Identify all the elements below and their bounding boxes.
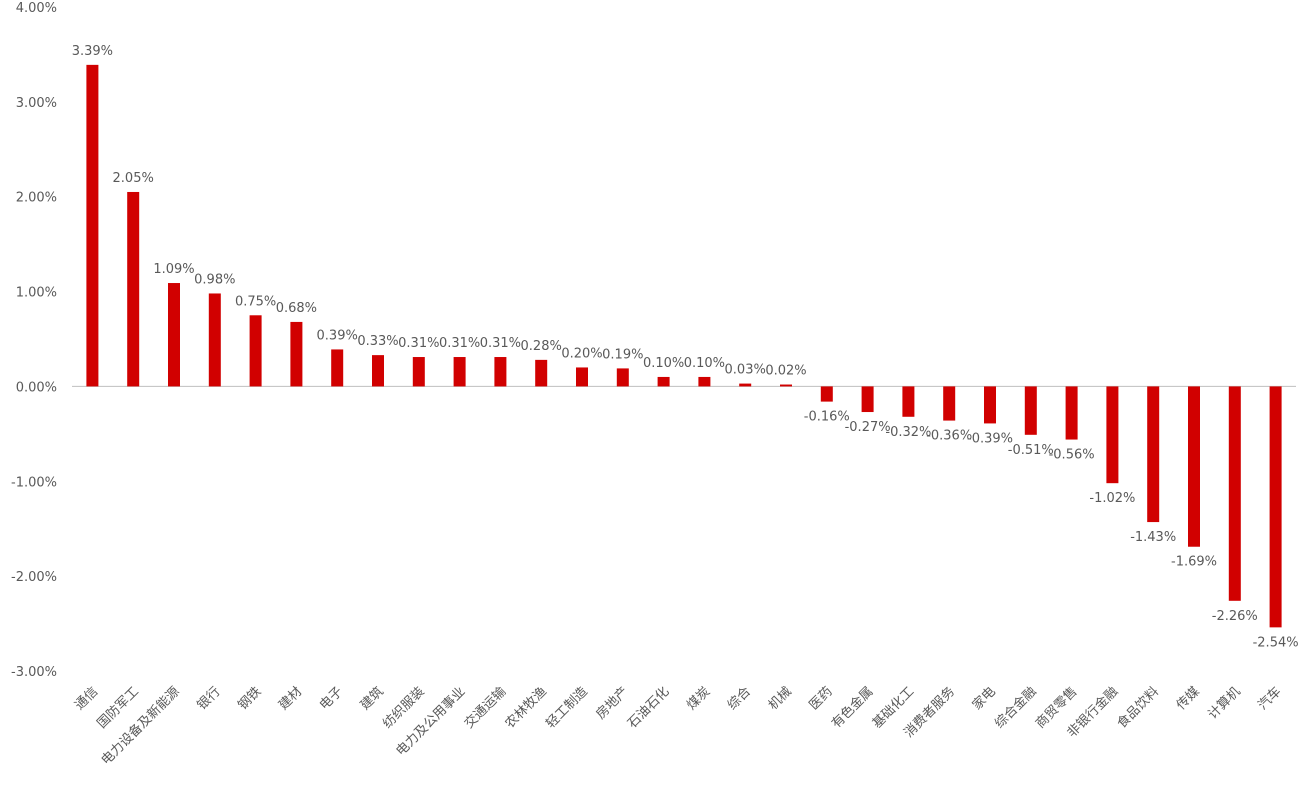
data-label: 0.03% [725, 363, 766, 378]
data-label: -0.56% [1049, 448, 1095, 463]
x-tick-label: 计算机 [1205, 684, 1243, 722]
data-label: 2.05% [113, 171, 154, 186]
x-tick-label: 有色金属 [828, 684, 876, 732]
data-label: -2.26% [1212, 609, 1258, 624]
bar [657, 376, 670, 387]
x-tick-label: 电子 [317, 684, 346, 713]
x-tick-label: 建筑 [357, 684, 387, 714]
bar [861, 386, 874, 413]
data-label: 0.28% [521, 339, 562, 354]
data-label: -1.69% [1171, 555, 1217, 570]
data-label: 0.19% [602, 347, 643, 362]
x-tick-label: 汽车 [1255, 684, 1285, 714]
data-label: 0.39% [317, 328, 358, 343]
bar-series [86, 64, 1282, 628]
bar [1188, 386, 1200, 547]
data-label: -0.16% [804, 410, 850, 425]
bar [372, 355, 384, 387]
data-label: 0.20% [561, 346, 602, 361]
bar [290, 321, 303, 387]
data-label: -1.43% [1130, 530, 1176, 545]
bar [902, 386, 915, 417]
data-label: -0.39% [967, 431, 1013, 446]
x-tick-label: 传媒 [1174, 684, 1203, 713]
bar [168, 283, 180, 387]
bar [698, 376, 711, 387]
bar [943, 386, 956, 421]
data-label: 0.31% [398, 336, 439, 351]
bar [1065, 386, 1078, 440]
y-tick-label: 0.00% [16, 380, 57, 395]
y-tick-label: 2.00% [16, 191, 57, 206]
bar [331, 349, 344, 387]
data-label: -0.32% [885, 425, 931, 440]
data-label: 0.31% [480, 336, 521, 351]
y-tick-label: -1.00% [11, 475, 57, 490]
data-label: 0.68% [276, 301, 317, 316]
data-label: 0.02% [765, 364, 806, 379]
bar [249, 315, 262, 387]
data-label: -2.54% [1253, 635, 1299, 650]
bar [1269, 386, 1282, 628]
y-tick-label: -2.00% [11, 570, 57, 585]
bar [208, 293, 221, 387]
bar [780, 384, 792, 387]
bar [127, 191, 140, 387]
bar [1106, 386, 1119, 484]
x-tick-label: 综合 [725, 684, 754, 713]
data-label: -0.51% [1008, 443, 1054, 458]
bar [535, 359, 548, 387]
y-tick-label: -3.00% [11, 665, 57, 680]
data-label: 0.75% [235, 294, 276, 309]
bar [494, 357, 507, 387]
x-tick-label: 轻工制造 [543, 684, 590, 731]
y-tick-label: 4.00% [16, 1, 57, 16]
data-label: 0.10% [684, 356, 725, 371]
data-label: 0.98% [194, 272, 235, 287]
bar [984, 386, 996, 424]
x-tick-label: 建材 [276, 684, 305, 713]
x-tick-label: 石油石化 [625, 684, 672, 731]
bar [739, 383, 752, 387]
bar [86, 64, 99, 387]
x-tick-label: 交通运输 [461, 684, 509, 732]
data-label: -0.27% [845, 420, 891, 435]
data-label: 1.09% [153, 262, 194, 277]
data-label: 0.33% [357, 334, 398, 349]
data-labels: 3.39% 2.05% 1.09%0.98%0.75% 0.68%0.39% 0.33%… [72, 44, 1299, 651]
bar [576, 367, 588, 387]
y-tick-label: 1.00% [16, 286, 57, 301]
y-tick-label: 3.00% [16, 96, 57, 111]
x-tick-label: 食品饮料 [1114, 684, 1162, 732]
data-label: 0.10% [643, 356, 684, 371]
data-label: -1.02% [1089, 491, 1135, 506]
x-tick-label: 煤炭 [684, 684, 713, 713]
bar [412, 357, 425, 387]
bar [1024, 386, 1037, 435]
x-tick-label: 房地产 [593, 684, 632, 723]
data-label: -0.36% [926, 429, 972, 444]
x-tick-label: 综合金融 [992, 684, 1040, 732]
x-tick-label: 农林牧渔 [503, 684, 550, 731]
bar [1147, 386, 1160, 523]
y-axis-tick-labels: 4.00% 3.00% 2.00% 1.00% 0.00% -1.00% -2.00% -3.… [11, 1, 57, 680]
x-tick-label: 机械 [766, 684, 795, 713]
x-tick-label: 钢铁 [235, 684, 264, 713]
x-tick-label: 银行 [195, 684, 224, 713]
bar [453, 357, 466, 387]
bar [1228, 386, 1241, 601]
data-label: 3.39% [72, 44, 113, 59]
bar [616, 368, 629, 387]
data-label: 0.31% [439, 336, 480, 351]
x-tick-label: 通信 [72, 684, 101, 713]
x-tick-label: 医药 [807, 684, 836, 713]
bar [820, 386, 833, 402]
x-tick-label: 家电 [969, 684, 999, 714]
